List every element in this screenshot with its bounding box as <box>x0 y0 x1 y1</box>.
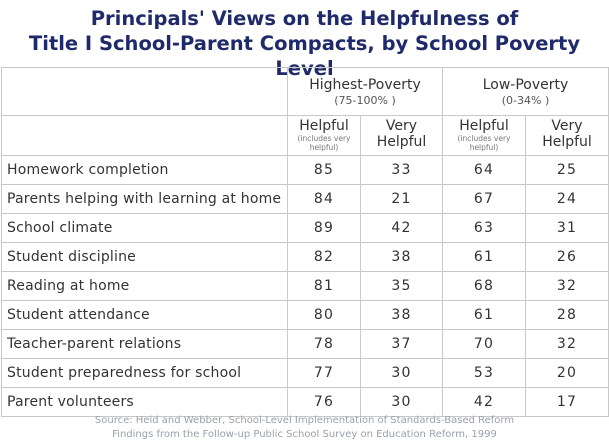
value-cell: 64 <box>442 155 526 185</box>
value-cell: 32 <box>525 329 609 359</box>
subheader-cell: Very Helpful <box>525 115 609 156</box>
source-line-1: Source: Heid and Webber, School-Level Im… <box>94 415 515 426</box>
title-line-1: Principals' Views on the Helpfulness of <box>90 7 519 30</box>
value-cell: 85 <box>287 155 361 185</box>
value-cell: 82 <box>287 242 361 272</box>
row-label: Reading at home <box>1 271 288 301</box>
value-cell: 38 <box>360 300 443 330</box>
value-cell: 30 <box>360 358 443 388</box>
value-cell: 32 <box>525 271 609 301</box>
value-cell: 37 <box>360 329 443 359</box>
source-line-2: Findings from the Follow-up Public Schoo… <box>112 429 497 440</box>
value-cell: 77 <box>287 358 361 388</box>
corner-cell <box>1 115 288 156</box>
value-cell: 25 <box>525 155 609 185</box>
subheader-label: Helpful <box>299 118 349 134</box>
table-row: Parent volunteers 76 30 42 17 <box>1 387 609 417</box>
row-label: Teacher-parent relations <box>1 329 288 359</box>
value-cell: 30 <box>360 387 443 417</box>
value-cell: 63 <box>442 213 526 243</box>
corner-cell <box>1 67 288 116</box>
value-cell: 35 <box>360 271 443 301</box>
group-header-low-poverty: Low-Poverty (0-34% ) <box>442 67 609 116</box>
value-cell: 61 <box>442 242 526 272</box>
value-cell: 20 <box>525 358 609 388</box>
row-label: Student preparedness for school <box>1 358 288 388</box>
value-cell: 81 <box>287 271 361 301</box>
table-row: Student preparedness for school 77 30 53 20 <box>1 358 609 388</box>
value-cell: 67 <box>442 184 526 214</box>
subheader-row: Helpful (includes very helpful) Very Hel… <box>1 115 609 156</box>
value-cell: 42 <box>442 387 526 417</box>
value-cell: 17 <box>525 387 609 417</box>
data-table: Highest-Poverty (75-100% ) Low-Poverty (… <box>1 67 609 417</box>
table-row: Reading at home 81 35 68 32 <box>1 271 609 301</box>
value-cell: 31 <box>525 213 609 243</box>
table-row: Homework completion 85 33 64 25 <box>1 155 609 185</box>
subheader-note: (includes very helpful) <box>457 134 511 152</box>
source-note: Source: Heid and Webber, School-Level Im… <box>0 414 609 442</box>
value-cell: 26 <box>525 242 609 272</box>
group-range: (0-34% ) <box>501 94 550 107</box>
group-range: (75-100% ) <box>334 94 396 107</box>
subheader-cell: Helpful (includes very helpful) <box>287 115 361 156</box>
group-name: Low-Poverty <box>482 77 569 93</box>
row-label: Parents helping with learning at home <box>1 184 288 214</box>
row-label: Student discipline <box>1 242 288 272</box>
subheader-label: Helpful <box>459 118 509 134</box>
subheader-label: Very Helpful <box>542 118 592 150</box>
row-label: Homework completion <box>1 155 288 185</box>
value-cell: 53 <box>442 358 526 388</box>
table-row: Student discipline 82 38 61 26 <box>1 242 609 272</box>
value-cell: 28 <box>525 300 609 330</box>
table-row: Student attendance 80 38 61 28 <box>1 300 609 330</box>
value-cell: 76 <box>287 387 361 417</box>
row-label: School climate <box>1 213 288 243</box>
group-header-highest-poverty: Highest-Poverty (75-100% ) <box>287 67 443 116</box>
value-cell: 68 <box>442 271 526 301</box>
value-cell: 61 <box>442 300 526 330</box>
value-cell: 24 <box>525 184 609 214</box>
row-label: Parent volunteers <box>1 387 288 417</box>
value-cell: 84 <box>287 184 361 214</box>
subheader-note: (includes very helpful) <box>297 134 351 152</box>
table-row: Teacher-parent relations 78 37 70 32 <box>1 329 609 359</box>
group-name: Highest-Poverty <box>309 77 421 93</box>
value-cell: 89 <box>287 213 361 243</box>
subheader-cell: Helpful (includes very helpful) <box>442 115 526 156</box>
value-cell: 42 <box>360 213 443 243</box>
table-body: Homework completion 85 33 64 25 Parents helpi… <box>1 155 609 417</box>
value-cell: 21 <box>360 184 443 214</box>
value-cell: 78 <box>287 329 361 359</box>
table-row: Parents helping with learning at home 84 2… <box>1 184 609 214</box>
table-row: School climate 89 42 63 31 <box>1 213 609 243</box>
subheader-label: Very Helpful <box>376 118 427 150</box>
value-cell: 38 <box>360 242 443 272</box>
group-header-row: Highest-Poverty (75-100% ) Low-Poverty (… <box>1 67 609 116</box>
subheader-cell: Very Helpful <box>360 115 443 156</box>
value-cell: 80 <box>287 300 361 330</box>
row-label: Student attendance <box>1 300 288 330</box>
value-cell: 33 <box>360 155 443 185</box>
value-cell: 70 <box>442 329 526 359</box>
